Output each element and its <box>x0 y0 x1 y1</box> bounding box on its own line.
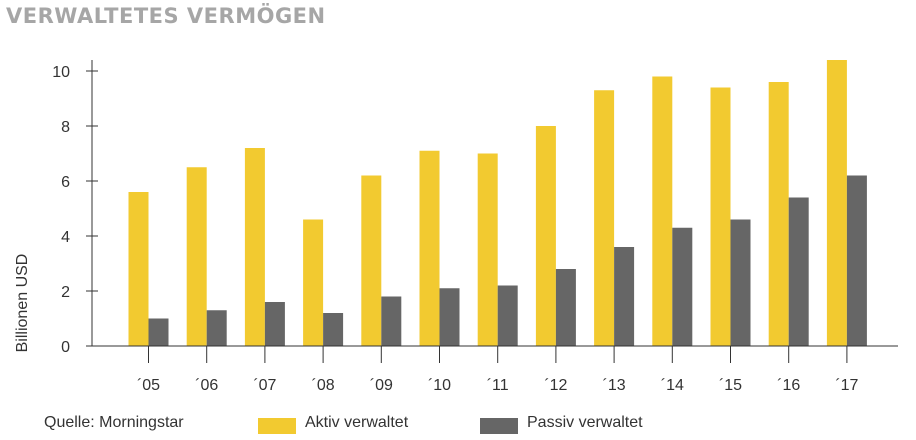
y-tick-label-3: 6 <box>61 174 70 191</box>
x-tick-label-0: ´05 <box>137 377 160 394</box>
bar-active-12 <box>826 60 847 346</box>
source-note: Quelle: Morningstar <box>44 414 184 431</box>
bar-passive-5 <box>439 288 460 346</box>
bar-passive-10 <box>730 219 751 346</box>
axes-layer: ´05 ´06 ´07 ´08 ´09 ´10 ´11 ´12 ´13 ´14 ´15 ´16 ´17 0… <box>52 60 898 394</box>
bar-active-7 <box>535 126 556 346</box>
bar-passive-8 <box>614 247 635 346</box>
bar-passive-3 <box>323 313 344 346</box>
x-tick-label-7: ´12 <box>544 377 567 394</box>
bar-active-11 <box>768 82 789 346</box>
y-tick-label-4: 8 <box>61 119 70 136</box>
x-tick-label-4: ´09 <box>370 377 393 394</box>
y-tick-label-2: 4 <box>61 229 70 246</box>
x-tick-label-10: ´15 <box>719 377 742 394</box>
bars-layer <box>128 60 867 346</box>
x-tick-label-11: ´16 <box>777 377 800 394</box>
bar-passive-1 <box>206 310 227 346</box>
legend-swatch-passive <box>480 418 518 434</box>
y-tick-label-1: 2 <box>61 284 70 301</box>
bar-passive-0 <box>148 318 169 346</box>
y-tick-label-0: 0 <box>61 339 70 356</box>
bar-active-8 <box>594 90 615 346</box>
bar-passive-6 <box>497 285 518 346</box>
bar-active-10 <box>710 87 731 346</box>
legend-label-active: Aktiv verwaltet <box>305 414 409 431</box>
x-tick-label-8: ´13 <box>603 377 626 394</box>
legend-label-passive: Passiv verwaltet <box>527 414 643 431</box>
bar-passive-11 <box>788 197 809 346</box>
x-tick-label-9: ´14 <box>661 377 684 394</box>
bar-active-2 <box>244 148 265 346</box>
bar-active-9 <box>652 76 673 346</box>
x-tick-label-12: ´17 <box>835 377 858 394</box>
legend-swatch-active <box>258 418 296 434</box>
bar-active-6 <box>477 153 498 346</box>
chart-title: VERWALTETES VERMÖGEN <box>6 4 326 28</box>
bar-passive-7 <box>555 269 576 346</box>
x-tick-label-1: ´06 <box>195 377 218 394</box>
bar-active-4 <box>361 175 382 346</box>
bar-passive-4 <box>381 296 402 346</box>
x-tick-label-5: ´10 <box>428 377 451 394</box>
bar-active-5 <box>419 150 440 346</box>
y-tick-label-5: 10 <box>52 64 70 81</box>
x-tick-label-6: ´11 <box>487 377 509 394</box>
bar-chart: ´05 ´06 ´07 ´08 ´09 ´10 ´11 ´12 ´13 ´14 ´15 ´16 ´17 0… <box>14 60 898 394</box>
bar-passive-2 <box>264 302 285 346</box>
x-tick-label-3: ´08 <box>312 377 335 394</box>
x-tick-label-2: ´07 <box>253 377 276 394</box>
bar-active-0 <box>128 192 149 346</box>
bar-active-3 <box>303 219 324 346</box>
bar-passive-12 <box>846 175 867 346</box>
y-axis-label: Billionen USD <box>14 254 31 353</box>
bar-passive-9 <box>672 227 693 346</box>
bar-active-1 <box>186 167 207 346</box>
